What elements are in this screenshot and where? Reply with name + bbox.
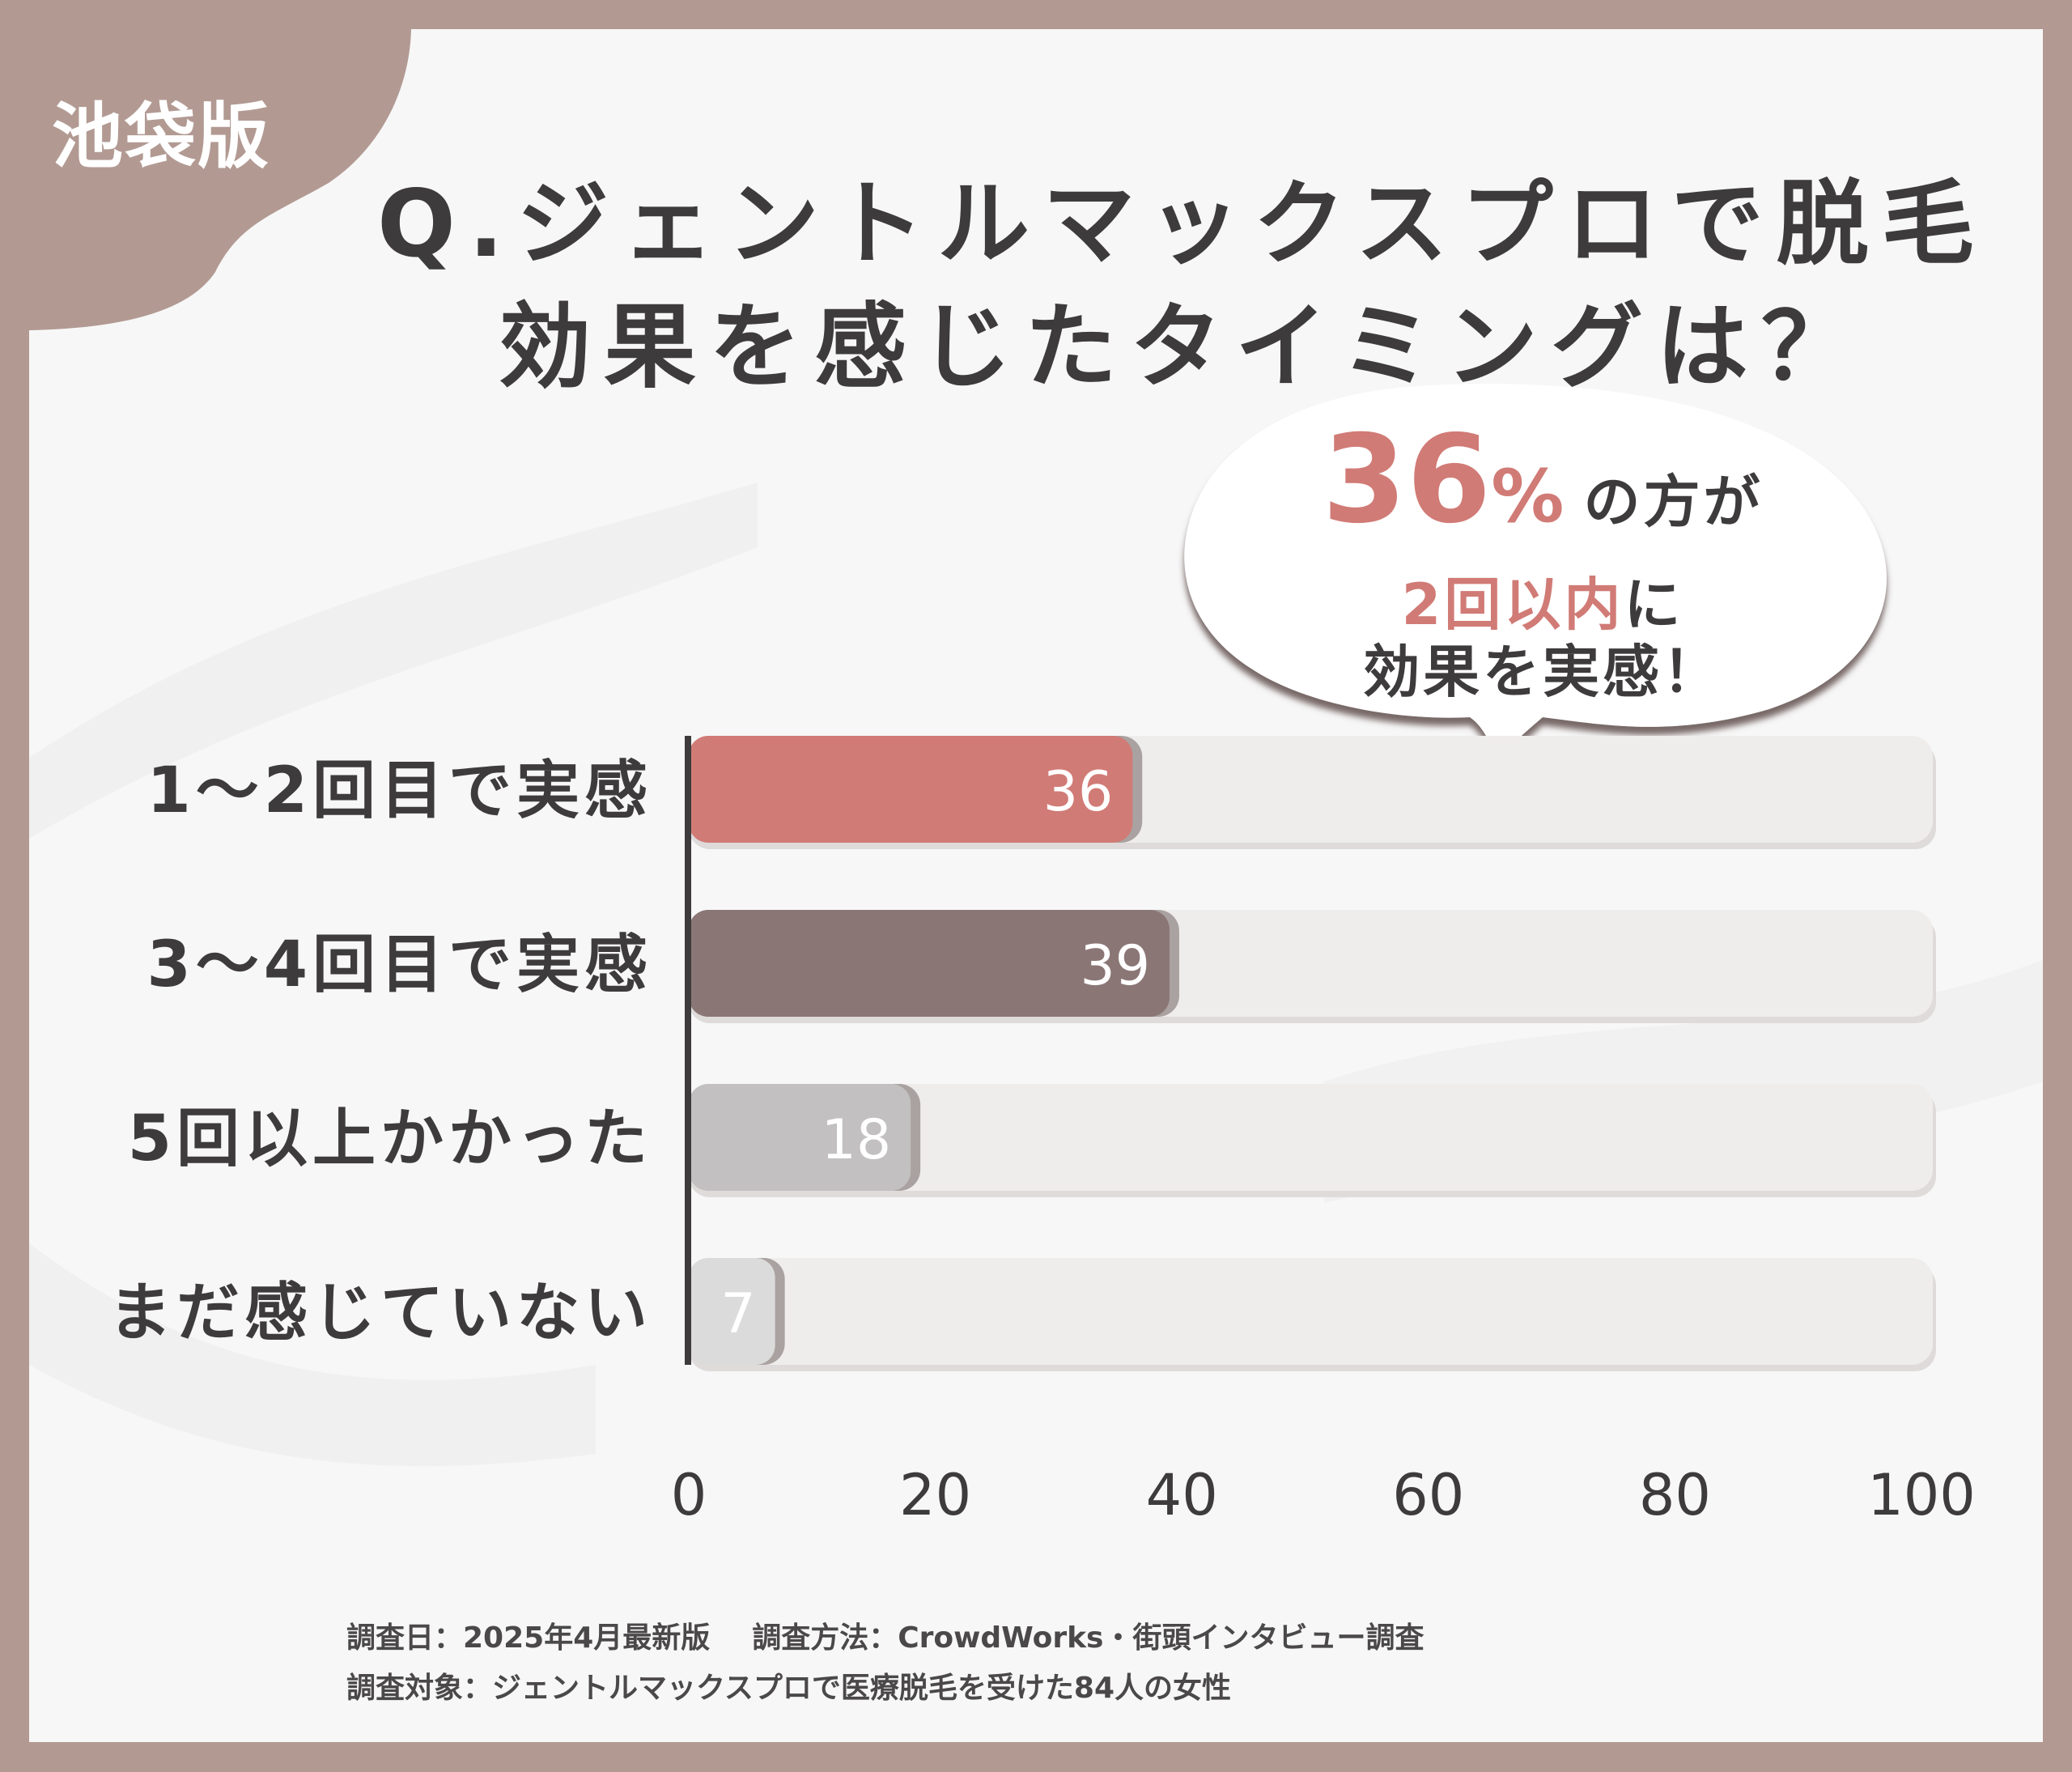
callout-percent-sign: % (1491, 454, 1568, 539)
bar-track (689, 1258, 1933, 1365)
x-tick-label: 100 (1867, 1462, 1976, 1528)
survey-method: 調査方法：CrowdWorks・街頭インタビュー調査 (752, 1621, 1424, 1655)
category-label: 5回以上かかった (128, 1103, 652, 1175)
title-line-2: 効果を感じたタイミングは？ (499, 293, 1867, 401)
bar-chart: 36 1～2回目で実感 39 3～4回目で実感 18 5回以上かかった 7 まだ感じていない 0… (108, 736, 1976, 1528)
callout-line-1: 36% の方が (1219, 410, 1866, 550)
category-label: まだ感じていない (108, 1277, 652, 1349)
location-badge: 池袋版 (52, 95, 271, 178)
bar-track (689, 1084, 1933, 1191)
footnote-line-2: 調査対象：ジェントルマックスプロで医療脱毛を受けた84人の女性 (346, 1672, 1232, 1705)
callout-suffix-1: の方が (1583, 469, 1764, 535)
callout-suffix-2: に (1624, 572, 1684, 638)
callout-line-2: 2回以内に (1219, 559, 1866, 641)
badge-shape (29, 29, 411, 330)
bar-4 (689, 1258, 775, 1365)
bar-2 (689, 910, 1170, 1017)
footnote-line-1: 調査日：2025年4月最新版 調査方法：CrowdWorks・街頭インタビュー調査 (346, 1614, 1424, 1656)
bar-value-label: 36 (1043, 760, 1114, 824)
callout-highlight: 2回以内 (1401, 572, 1624, 638)
callout-percent: 36 (1322, 410, 1492, 550)
infographic-card: 池袋版 Q.ジェントルマックスプロで脱毛 効果を感じたタイミングは？ 36% の方… (29, 29, 2043, 1742)
x-tick-label: 40 (1146, 1462, 1218, 1528)
x-tick-label: 80 (1639, 1462, 1711, 1528)
survey-date: 調査日：2025年4月最新版 (346, 1621, 711, 1655)
bar-value-label: 39 (1080, 934, 1150, 998)
x-tick-label: 60 (1392, 1462, 1464, 1528)
category-label: 1～2回目で実感 (146, 754, 652, 827)
bar-value-label: 18 (822, 1108, 892, 1172)
title-line-1: Q.ジェントルマックスプロで脱毛 (377, 170, 1987, 278)
x-tick-label: 0 (671, 1462, 707, 1528)
bar-value-label: 7 (720, 1282, 755, 1346)
category-label: 3～4回目で実感 (146, 928, 652, 1001)
bar-1 (689, 736, 1133, 843)
bar-3 (689, 1084, 911, 1191)
y-axis-line (685, 736, 691, 1365)
callout-line-3: 効果を実感！ (1363, 639, 1722, 705)
x-tick-label: 20 (899, 1462, 971, 1528)
